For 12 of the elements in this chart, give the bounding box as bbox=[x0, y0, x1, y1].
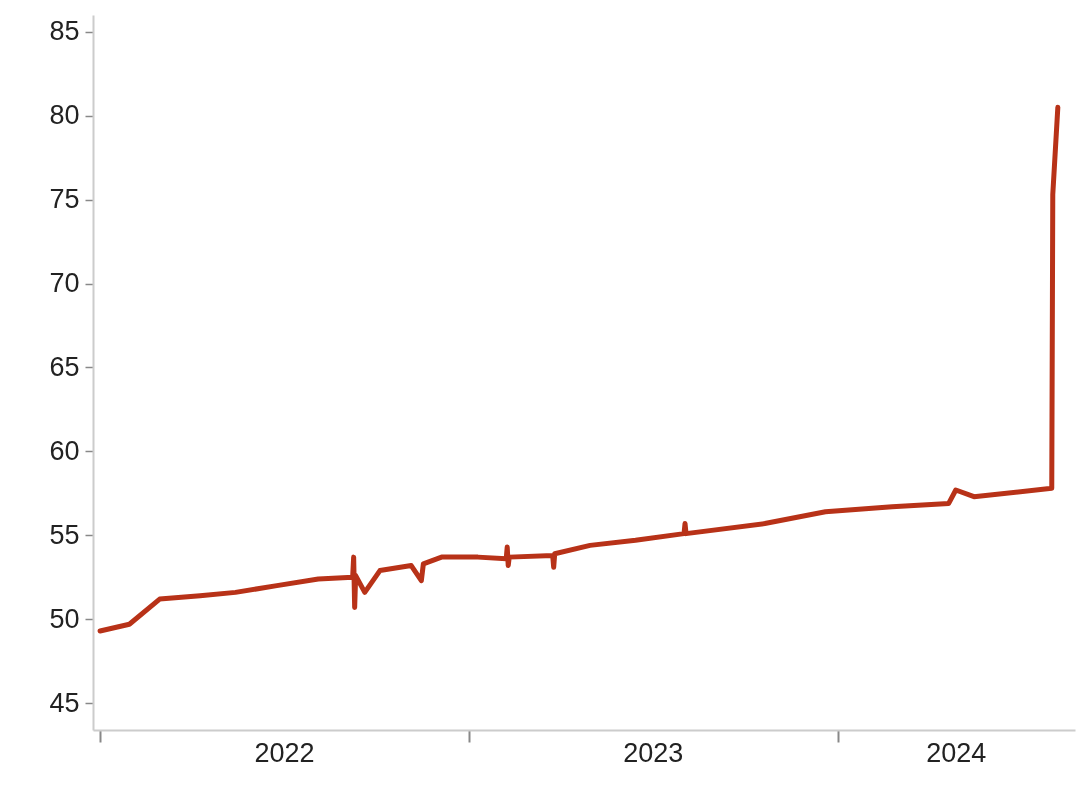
y-tick-label: 80 bbox=[49, 100, 80, 131]
x-tick-label: 2024 bbox=[926, 737, 987, 768]
y-tick-label: 70 bbox=[49, 268, 80, 299]
x-tick-label: 2023 bbox=[623, 737, 684, 768]
y-tick-label: 65 bbox=[49, 351, 80, 382]
y-tick-label: 60 bbox=[49, 435, 80, 466]
y-tick-label: 75 bbox=[49, 184, 80, 215]
y-tick-label: 85 bbox=[49, 16, 80, 47]
y-tick-label: 45 bbox=[49, 687, 80, 718]
y-tick-label: 55 bbox=[49, 519, 80, 550]
x-tick-label: 2022 bbox=[254, 737, 315, 768]
y-tick-label: 50 bbox=[49, 603, 80, 634]
